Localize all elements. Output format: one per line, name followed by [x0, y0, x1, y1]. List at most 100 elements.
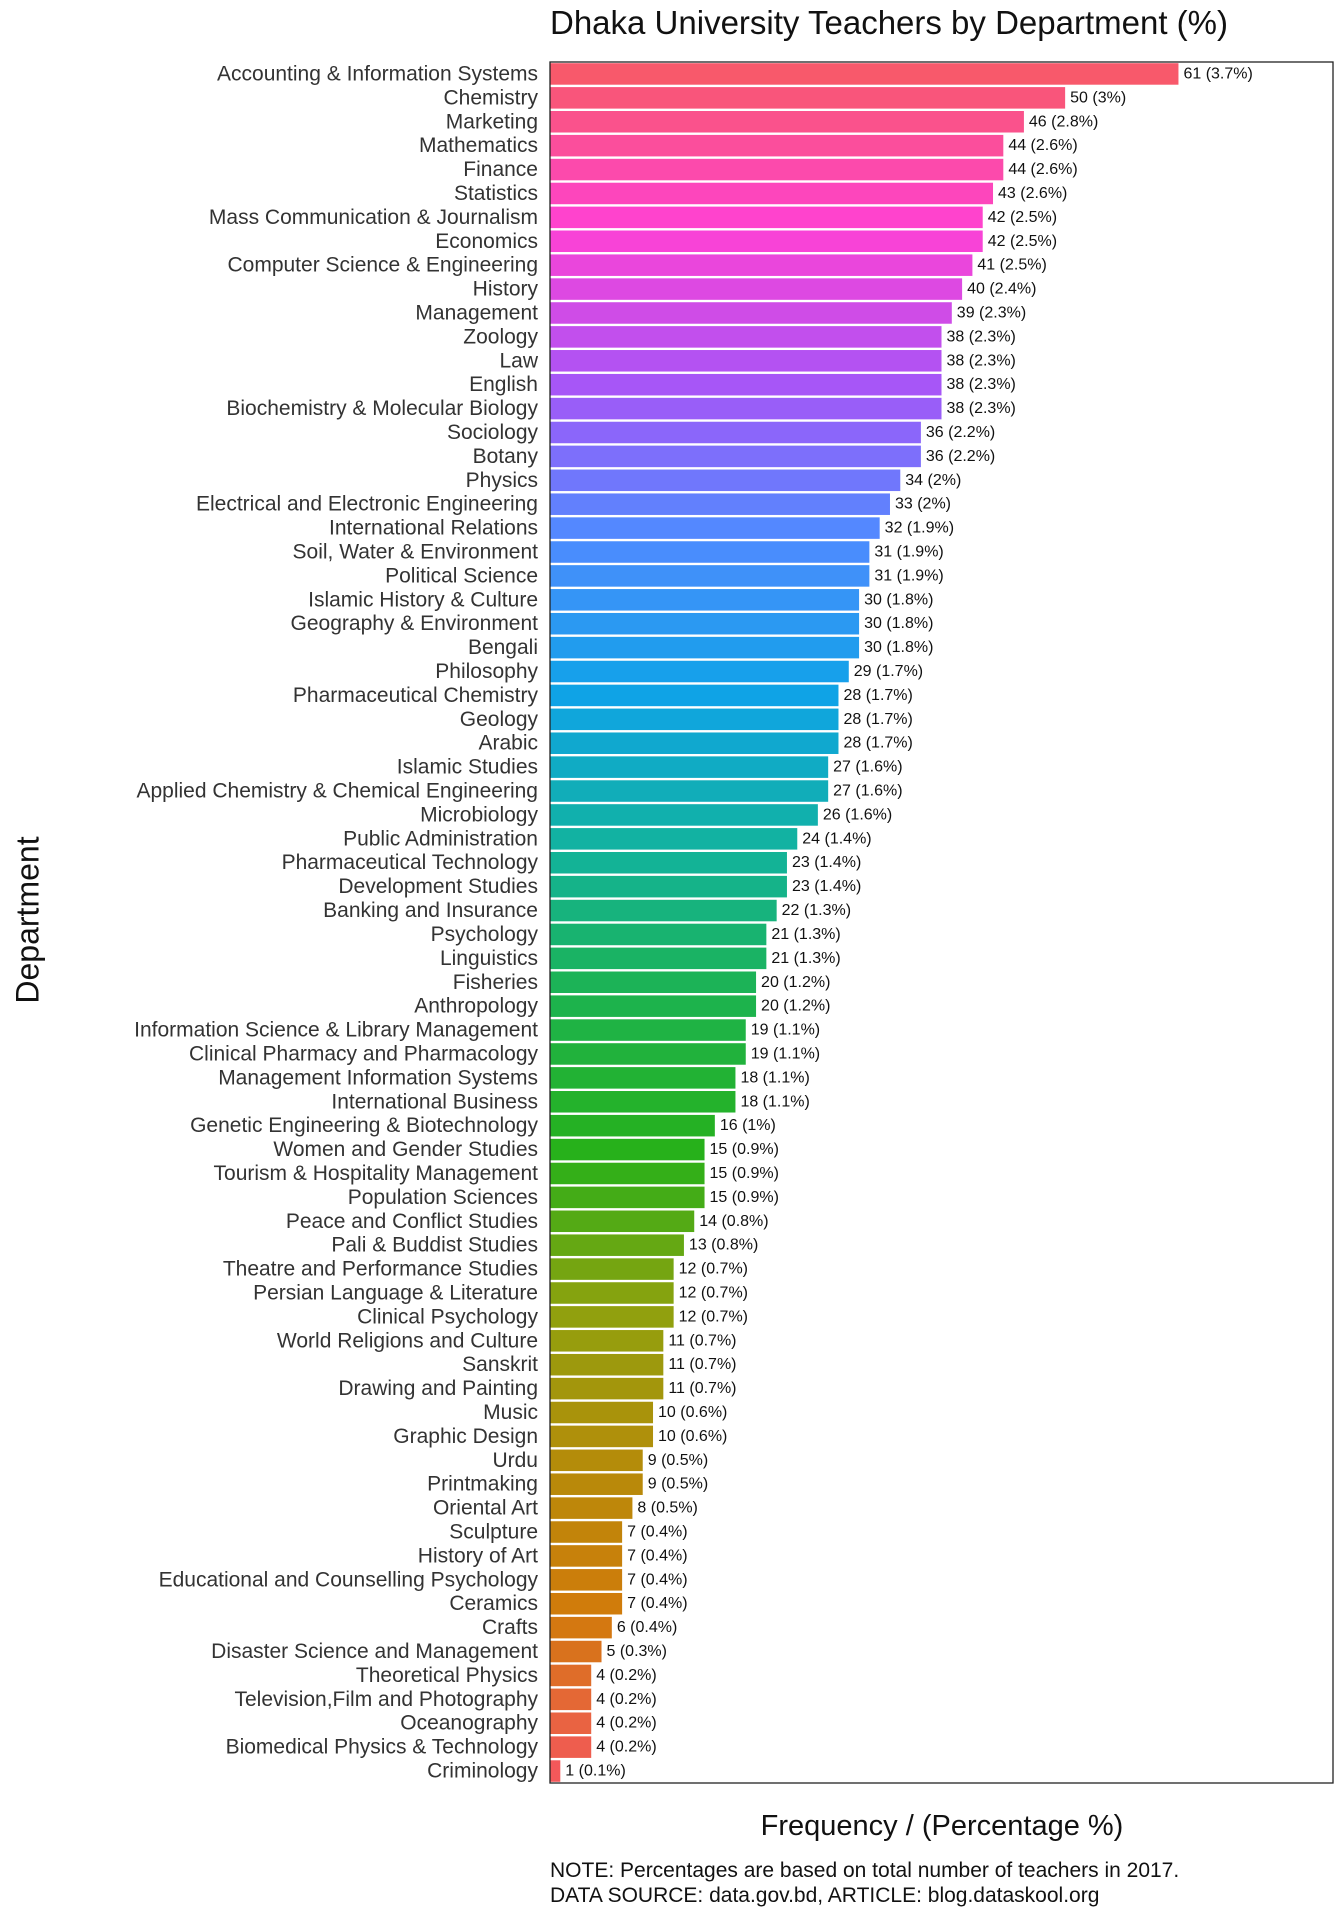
data-label: 36 (2.2%) [926, 448, 995, 465]
category-tick-label: Theoretical Physics [356, 1664, 538, 1687]
category-tick-label: Linguistics [440, 947, 538, 970]
data-label: 23 (1.4%) [792, 854, 861, 871]
category-tick-label: Educational and Counselling Psychology [159, 1568, 539, 1591]
category-tick-label: Women and Gender Studies [273, 1138, 538, 1161]
category-tick-label: Botany [473, 445, 539, 468]
category-tick-label: Urdu [492, 1449, 538, 1472]
category-tick-label: Public Administration [343, 827, 538, 850]
category-tick-label: Pharmaceutical Chemistry [293, 684, 539, 707]
category-tick-label: Television,Film and Photography [235, 1688, 539, 1711]
data-label: 42 (2.5%) [988, 209, 1057, 226]
bar [550, 1043, 746, 1065]
bar [550, 684, 839, 707]
category-tick-label: Computer Science & Engineering [227, 254, 538, 277]
category-tick-label: Bengali [468, 636, 538, 659]
bar [550, 1736, 592, 1758]
data-label: 7 (0.4%) [627, 1547, 687, 1564]
category-tick-label: Psychology [431, 923, 539, 946]
bar [550, 780, 829, 802]
category-tick-label: Information Science & Library Management [134, 1019, 538, 1042]
category-tick-label: Soil, Water & Environment [293, 541, 539, 564]
data-labels-group: 61 (3.7%) 50 (3%) 46 (2.8%) 44 (2.6%) 44 (2.… [565, 65, 1253, 1779]
data-label: 4 (0.2%) [596, 1691, 656, 1708]
bar [550, 541, 870, 563]
data-label: 4 (0.2%) [596, 1667, 656, 1684]
data-label: 43 (2.6%) [998, 185, 1067, 202]
data-label: 30 (1.8%) [864, 591, 933, 608]
bar [550, 1473, 643, 1495]
bar [550, 326, 942, 348]
bar [550, 995, 757, 1017]
category-tick-label: Statistics [454, 182, 538, 205]
category-tick-label: Islamic Studies [397, 756, 538, 779]
category-tick-label: Economics [435, 230, 538, 253]
category-tick-label: Banking and Insurance [323, 899, 538, 922]
bar [550, 1353, 664, 1376]
category-tick-label: English [469, 373, 538, 396]
bar [550, 1592, 623, 1615]
data-label: 7 (0.4%) [627, 1571, 687, 1588]
data-label: 29 (1.7%) [854, 663, 923, 680]
category-tick-label: Electrical and Electronic Engineering [196, 493, 538, 516]
category-tick-label: Microbiology [420, 803, 538, 826]
category-tick-label: Music [483, 1401, 538, 1424]
bar [550, 1258, 674, 1280]
data-label: 26 (1.6%) [823, 806, 892, 823]
bar [550, 1640, 602, 1663]
bar [550, 63, 1179, 85]
category-tick-label: Disaster Science and Management [211, 1640, 538, 1663]
bar [550, 1019, 746, 1041]
category-tick-label: Philosophy [435, 660, 538, 683]
data-label: 23 (1.4%) [792, 878, 861, 895]
category-tick-label: Biochemistry & Molecular Biology [226, 397, 538, 420]
category-tick-label: Ceramics [449, 1592, 538, 1615]
category-tick-label: Applied Chemistry & Chemical Engineering [136, 780, 538, 803]
data-label: 12 (0.7%) [679, 1261, 748, 1278]
category-tick-label: Marketing [446, 110, 538, 133]
data-label: 61 (3.7%) [1183, 65, 1252, 82]
bar [550, 828, 798, 850]
data-label: 28 (1.7%) [843, 735, 912, 752]
data-label: 42 (2.5%) [988, 233, 1057, 250]
category-tick-label: Theatre and Performance Studies [223, 1258, 538, 1281]
bar [550, 565, 870, 587]
data-label: 30 (1.8%) [864, 639, 933, 656]
category-tick-label: Oceanography [400, 1712, 538, 1735]
data-label: 11 (0.7%) [668, 1332, 736, 1349]
category-tick-label: Clinical Pharmacy and Pharmacology [189, 1042, 538, 1065]
category-tick-label: Geology [460, 708, 539, 731]
data-label: 38 (2.3%) [947, 400, 1016, 417]
category-tick-label: Geography & Environment [291, 612, 539, 635]
plot-panel-border [549, 61, 1334, 1784]
bar [550, 923, 767, 946]
bar [550, 493, 890, 515]
data-label: 46 (2.8%) [1029, 113, 1098, 130]
data-label: 44 (2.6%) [1008, 137, 1077, 154]
bar [550, 445, 921, 468]
note-text: NOTE: Percentages are based on total num… [550, 1859, 1180, 1882]
bar [550, 1425, 654, 1448]
category-tick-label: Law [499, 349, 538, 372]
data-label: 40 (2.4%) [967, 281, 1036, 298]
bar [550, 134, 1004, 157]
bar [550, 87, 1066, 109]
bar [550, 373, 942, 396]
data-label: 4 (0.2%) [596, 1739, 656, 1756]
category-tick-label: Finance [463, 158, 538, 181]
category-tick-label: Management [415, 301, 538, 324]
bar [550, 875, 787, 898]
category-tick-label: Sociology [447, 421, 539, 444]
bar [550, 517, 880, 539]
category-tick-label: Tourism & Hospitality Management [214, 1162, 539, 1185]
data-label: 27 (1.6%) [833, 783, 902, 800]
bar [550, 1067, 736, 1089]
data-label: 11 (0.7%) [668, 1356, 736, 1373]
bar [550, 708, 839, 731]
data-label: 10 (0.6%) [658, 1404, 727, 1421]
data-label: 18 (1.1%) [740, 1069, 809, 1086]
bar [550, 1664, 592, 1687]
data-label: 21 (1.3%) [771, 950, 840, 967]
category-tick-label: Printmaking [427, 1473, 538, 1496]
bar [550, 1162, 705, 1185]
